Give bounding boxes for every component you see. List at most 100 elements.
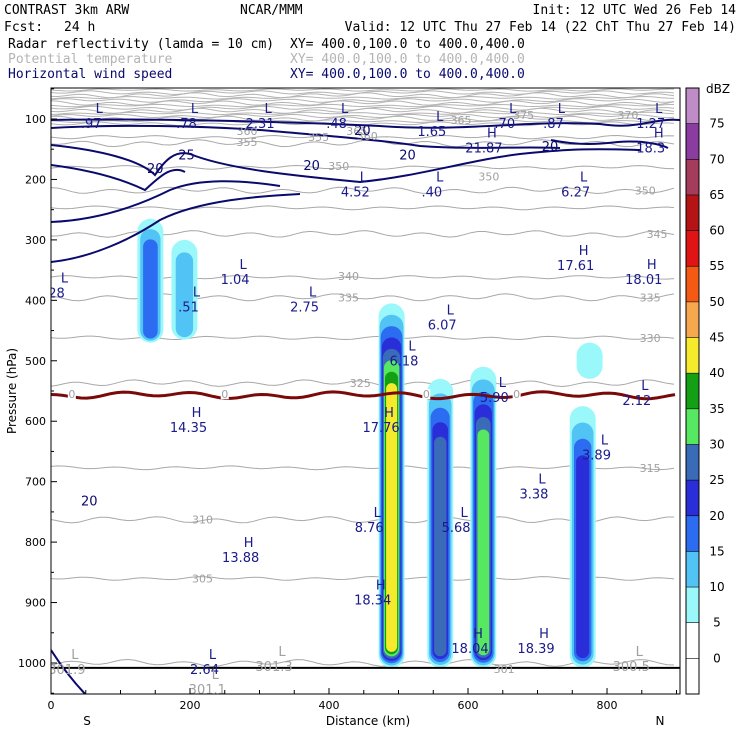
colorbar-label: 65 — [709, 188, 724, 202]
model-name: CONTRAST 3km ARW — [4, 3, 129, 18]
extremum-value: 18.3 — [636, 141, 665, 156]
freezing-level-label: 0 — [221, 388, 228, 401]
wind-contour-line — [550, 139, 669, 149]
reflectivity-cores — [137, 218, 603, 668]
y-tick-label: 700 — [25, 476, 46, 489]
extremum-value: 2.31 — [246, 117, 275, 132]
freezing-level-label: 0 — [68, 388, 75, 401]
high-marker: H — [384, 406, 394, 421]
institution: NCAR/MMM — [240, 3, 303, 18]
extremum-value: 5.90 — [480, 391, 509, 406]
theta-dense-line — [51, 98, 675, 103]
extremum-value: 4.52 — [341, 185, 370, 200]
theta-contour-label: 360 — [357, 130, 378, 143]
colorbar-frame — [685, 87, 700, 695]
colorbar-label: 60 — [709, 224, 724, 238]
high-marker: H — [647, 258, 657, 273]
extremum-value: 14.35 — [170, 421, 207, 436]
extremum-value: .51 — [178, 300, 199, 315]
low-marker: L — [601, 433, 609, 448]
theta-contour-label: 310 — [192, 514, 213, 527]
y-tick-label: 800 — [25, 536, 46, 549]
extremum-value: 13.88 — [222, 551, 259, 566]
colorbar-band — [686, 194, 699, 231]
init-time: Init: 12 UTC Wed 26 Feb 14 — [533, 3, 737, 18]
low-marker: L — [636, 645, 644, 660]
theta-line — [51, 205, 675, 211]
theta-contour-label: 345 — [647, 228, 668, 241]
colorbar-band — [686, 123, 699, 160]
theta-dense-line — [51, 113, 675, 119]
theta-contour-label: 340 — [338, 270, 359, 283]
theta-contour-label: 330 — [640, 332, 661, 345]
y-tick-label: 300 — [25, 234, 46, 247]
x-tick-label: 800 — [597, 699, 618, 712]
low-marker: L — [341, 102, 349, 117]
y-tick-label: 100 — [25, 113, 46, 126]
theta-contour-label: 370 — [617, 109, 638, 122]
freezing-label-bg — [512, 389, 521, 400]
low-marker: L — [61, 271, 69, 286]
extremum-value: .97 — [81, 117, 102, 132]
colorbar-band — [686, 480, 699, 516]
extremum-value: .87 — [543, 117, 564, 132]
extremum-value: 18.04 — [451, 642, 488, 657]
extremum-value: 301.1 — [189, 683, 226, 698]
wind-contour-label: 20 — [354, 124, 371, 139]
low-marker: L — [436, 110, 444, 125]
theta-contour-label: 350 — [328, 160, 349, 173]
theta-contour-label: 325 — [350, 377, 371, 390]
x-tick-label: 400 — [319, 699, 340, 712]
theta-contour-label: 365 — [346, 125, 367, 138]
extremum-value: .78 — [176, 117, 197, 132]
theta-dense-line — [51, 92, 675, 99]
theta-contour-label: 305 — [192, 572, 213, 585]
colorbar-label: 30 — [709, 437, 724, 451]
low-marker: L — [212, 668, 220, 683]
colorbar-label: 45 — [709, 331, 724, 345]
theta-contour-label: 350 — [478, 170, 499, 183]
theta-contour-label: 365 — [451, 114, 472, 127]
colorbar-label: 55 — [709, 259, 724, 273]
extremum-value: 1.65 — [417, 125, 446, 140]
freezing-label-bg — [220, 389, 229, 400]
x-tick-label: 0 — [48, 699, 55, 712]
theta-line — [51, 186, 675, 195]
x-tick-label: 200 — [180, 699, 201, 712]
low-marker: L — [641, 379, 649, 394]
low-marker: L — [374, 506, 382, 521]
wind-contour-line — [51, 193, 301, 263]
extremum-value: 301.3 — [255, 660, 292, 675]
extremum-value: 17.76 — [362, 421, 399, 436]
extremum-value: 1.04 — [221, 273, 250, 288]
y-tick-label: 500 — [25, 355, 46, 368]
freezing-level: 0 0 0 0 — [51, 388, 676, 401]
reflectivity-band — [477, 429, 490, 656]
theta-dense-line — [51, 103, 675, 108]
low-marker: L — [239, 258, 247, 273]
extremum-value: 6.07 — [428, 318, 457, 333]
extremum-value: 2.12 — [622, 394, 651, 409]
reflectivity-band — [143, 239, 158, 339]
low-marker: L — [499, 376, 507, 391]
low-marker: L — [96, 102, 104, 117]
theta-contour-label: 301 — [494, 663, 515, 676]
wind-contour-label: 20 — [542, 140, 559, 155]
extremum-value: 6.18 — [390, 355, 419, 370]
theta-contour-label: 355 — [236, 136, 257, 149]
wind-contour-line — [51, 118, 680, 129]
colorbar-label: 70 — [709, 152, 724, 166]
colorbar-band — [686, 301, 699, 338]
field-wind-name: Horizontal wind speed — [8, 67, 172, 82]
extremum-value: 3.89 — [582, 448, 611, 463]
y-tick-label: 1000 — [18, 657, 46, 670]
high-marker: H — [539, 627, 549, 642]
extremum-value: .40 — [421, 185, 442, 200]
theta-contour-label: 335 — [338, 291, 359, 304]
field-theta-xy: XY= 400.0,100.0 to 400.0,400.0 — [290, 52, 525, 67]
freezing-level-label: 0 — [423, 388, 430, 401]
field-theta-name: Potential temperature — [8, 52, 173, 67]
y-tick-label: 600 — [25, 415, 46, 428]
south-label: S — [83, 714, 91, 728]
